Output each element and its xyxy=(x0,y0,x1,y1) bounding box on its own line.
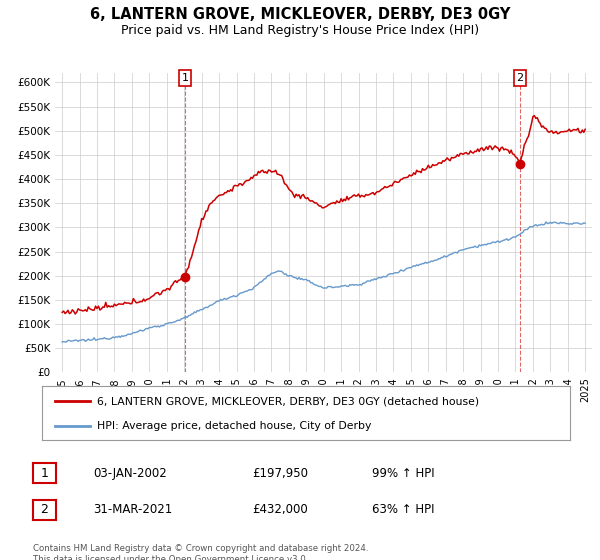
Text: £197,950: £197,950 xyxy=(252,466,308,480)
Text: 63% ↑ HPI: 63% ↑ HPI xyxy=(372,503,434,516)
Text: Contains HM Land Registry data © Crown copyright and database right 2024.
This d: Contains HM Land Registry data © Crown c… xyxy=(33,544,368,560)
Text: 03-JAN-2002: 03-JAN-2002 xyxy=(93,466,167,480)
Text: 2: 2 xyxy=(40,503,49,516)
Text: £432,000: £432,000 xyxy=(252,503,308,516)
Text: 1: 1 xyxy=(181,73,188,83)
Text: 31-MAR-2021: 31-MAR-2021 xyxy=(93,503,172,516)
Text: HPI: Average price, detached house, City of Derby: HPI: Average price, detached house, City… xyxy=(97,421,372,431)
Text: 1: 1 xyxy=(40,466,49,480)
Text: 99% ↑ HPI: 99% ↑ HPI xyxy=(372,466,434,480)
Text: Price paid vs. HM Land Registry's House Price Index (HPI): Price paid vs. HM Land Registry's House … xyxy=(121,24,479,36)
Text: 2: 2 xyxy=(516,73,523,83)
Text: 6, LANTERN GROVE, MICKLEOVER, DERBY, DE3 0GY (detached house): 6, LANTERN GROVE, MICKLEOVER, DERBY, DE3… xyxy=(97,396,479,407)
Text: 6, LANTERN GROVE, MICKLEOVER, DERBY, DE3 0GY: 6, LANTERN GROVE, MICKLEOVER, DERBY, DE3… xyxy=(90,7,510,22)
